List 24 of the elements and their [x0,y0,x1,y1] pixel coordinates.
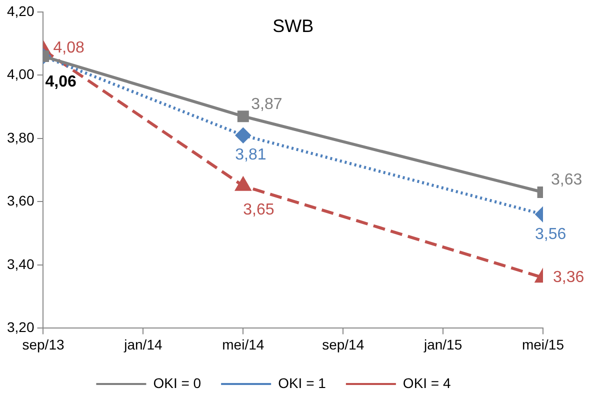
y-tick-label: 3,20 [7,319,34,336]
data-label: 3,36 [553,269,584,286]
data-label: 4,08 [53,39,84,56]
data-label: 4,06 [45,74,76,91]
x-tick-label: sep/13 [22,336,64,352]
data-label: 3,65 [243,201,274,218]
x-tick-label: mei/14 [222,336,264,352]
y-tick-label: 4,20 [7,2,34,19]
x-tick-label: sep/14 [322,336,364,352]
data-label: 3,63 [551,172,582,189]
x-tick-label: jan/15 [422,336,462,352]
x-tick-label: mei/15 [522,336,564,352]
y-tick-label: 3,80 [7,129,34,146]
legend-label: OKI = 1 [278,374,326,391]
y-tick-label: 4,00 [7,66,34,82]
x-tick-label: jan/14 [123,336,162,352]
data-label: 3,56 [535,226,566,243]
data-label: 3,81 [235,146,266,164]
y-tick-label: 3,60 [7,192,34,209]
chart-title: SWB [272,16,314,36]
legend-label: OKI = 4 [402,374,451,391]
y-tick-label: 3,40 [7,256,34,272]
data-label: 3,87 [251,96,282,113]
legend-label: OKI = 0 [153,374,202,391]
